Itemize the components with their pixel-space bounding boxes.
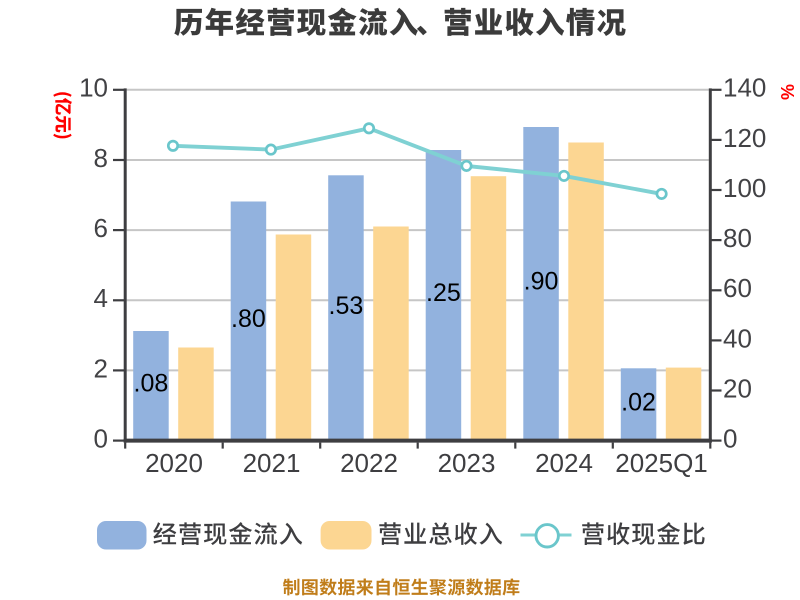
svg-text:0: 0 (723, 424, 737, 454)
svg-text:2024: 2024 (535, 448, 593, 478)
svg-text:10: 10 (79, 73, 108, 103)
svg-text:8: 8 (94, 143, 108, 173)
svg-text:2025Q1: 2025Q1 (615, 448, 708, 478)
svg-text:20: 20 (723, 373, 752, 403)
svg-text:4: 4 (94, 283, 108, 313)
svg-text:0: 0 (94, 424, 108, 454)
svg-text:8.25: 8.25 (412, 279, 461, 307)
svg-text:2023: 2023 (438, 448, 496, 478)
svg-text:%: % (777, 84, 797, 100)
svg-text:80: 80 (723, 223, 752, 253)
svg-text:8.90: 8.90 (510, 268, 559, 296)
svg-text:2: 2 (94, 353, 108, 383)
svg-text:2020: 2020 (145, 448, 203, 478)
svg-text:140: 140 (723, 73, 766, 103)
svg-text:2.02: 2.02 (607, 388, 656, 416)
svg-text:7.53: 7.53 (315, 292, 364, 320)
svg-text:60: 60 (723, 273, 752, 303)
svg-text:6.80: 6.80 (217, 305, 266, 333)
svg-text:40: 40 (723, 323, 752, 353)
svg-text:2022: 2022 (340, 448, 398, 478)
svg-text:100: 100 (723, 173, 766, 203)
svg-text:120: 120 (723, 123, 766, 153)
svg-text:6: 6 (94, 213, 108, 243)
svg-text:3.08: 3.08 (120, 370, 169, 398)
svg-text:2021: 2021 (243, 448, 301, 478)
